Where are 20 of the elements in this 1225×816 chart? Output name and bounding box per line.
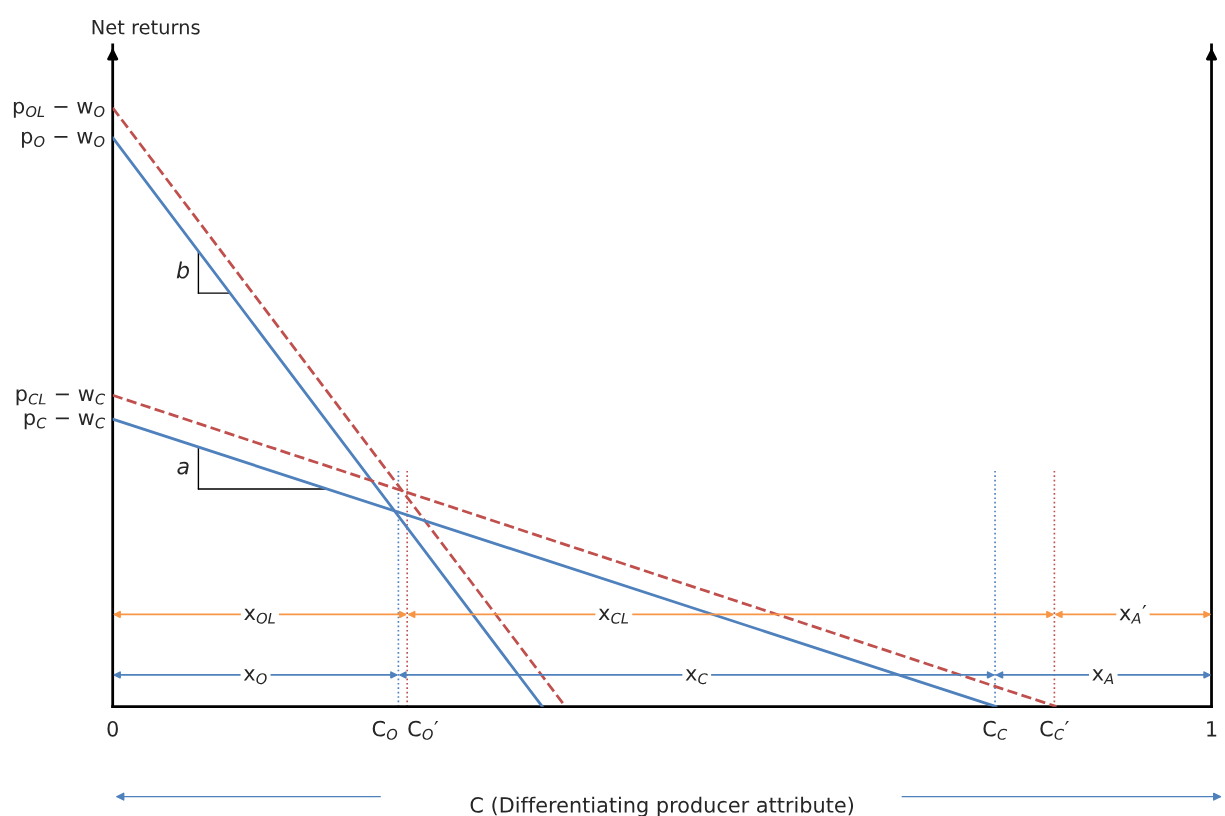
annotation: x$_{CL}$ — [598, 608, 629, 624]
annotation: x$_{OL}$ — [244, 608, 275, 624]
annotation: b — [176, 261, 190, 279]
x-tick-label: 0 — [107, 720, 118, 737]
annotation: x$_{C}$ — [685, 669, 708, 685]
x-tick-label: 1 — [1207, 721, 1217, 737]
text: p$_{OL}$ − w$_{O}$ — [13, 101, 105, 118]
ref-line-label: C$_{O}$′ — [408, 720, 439, 740]
y-axis-title: Net returns — [92, 20, 200, 35]
text: p$_{C}$ − w$_{C}$ — [24, 413, 106, 430]
ref-line-label: C$_{C}$′ — [1040, 720, 1069, 740]
annotation: x$_{A}$ — [1092, 669, 1114, 685]
annotation: x$_{O}$ — [243, 669, 267, 685]
x-axis-title: C (Differentiating producer attribute) — [470, 796, 854, 816]
text: p$_{CL}$ − w$_{C}$ — [16, 389, 106, 406]
ref-line-label: C$_{O}$ — [372, 720, 398, 740]
annotation: x$_{A}$′ — [1119, 604, 1147, 624]
text: p$_{O}$ − w$_{O}$ — [22, 131, 105, 148]
annotation: a — [177, 461, 189, 475]
ref-line-label: C$_{C}$ — [983, 720, 1008, 740]
